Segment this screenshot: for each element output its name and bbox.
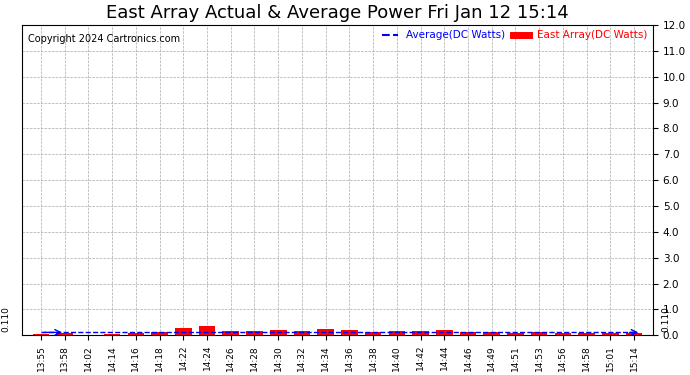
Bar [151,332,168,335]
Bar [578,333,595,335]
Bar [555,333,571,335]
Bar [317,329,334,335]
Bar [199,326,215,335]
Bar [602,333,619,335]
Bar [436,330,453,335]
Text: Copyright 2024 Cartronics.com: Copyright 2024 Cartronics.com [28,34,181,44]
Bar [270,330,286,335]
Bar [484,332,500,335]
Bar [175,328,192,335]
Bar [412,331,428,335]
Bar [460,332,476,335]
Legend: Average(DC Watts), East Array(DC Watts): Average(DC Watts), East Array(DC Watts) [382,30,648,40]
Text: 0.110: 0.110 [661,306,670,332]
Bar [388,331,405,335]
Bar [32,334,49,335]
Bar [365,332,382,335]
Bar [222,331,239,335]
Bar [341,330,357,335]
Text: 0.110: 0.110 [2,306,11,332]
Bar [57,333,73,335]
Bar [128,333,144,335]
Bar [507,333,524,335]
Bar [294,331,310,335]
Title: East Array Actual & Average Power Fri Jan 12 15:14: East Array Actual & Average Power Fri Ja… [106,4,569,22]
Bar [246,332,263,335]
Bar [531,332,547,335]
Bar [626,333,642,335]
Bar [104,334,121,335]
